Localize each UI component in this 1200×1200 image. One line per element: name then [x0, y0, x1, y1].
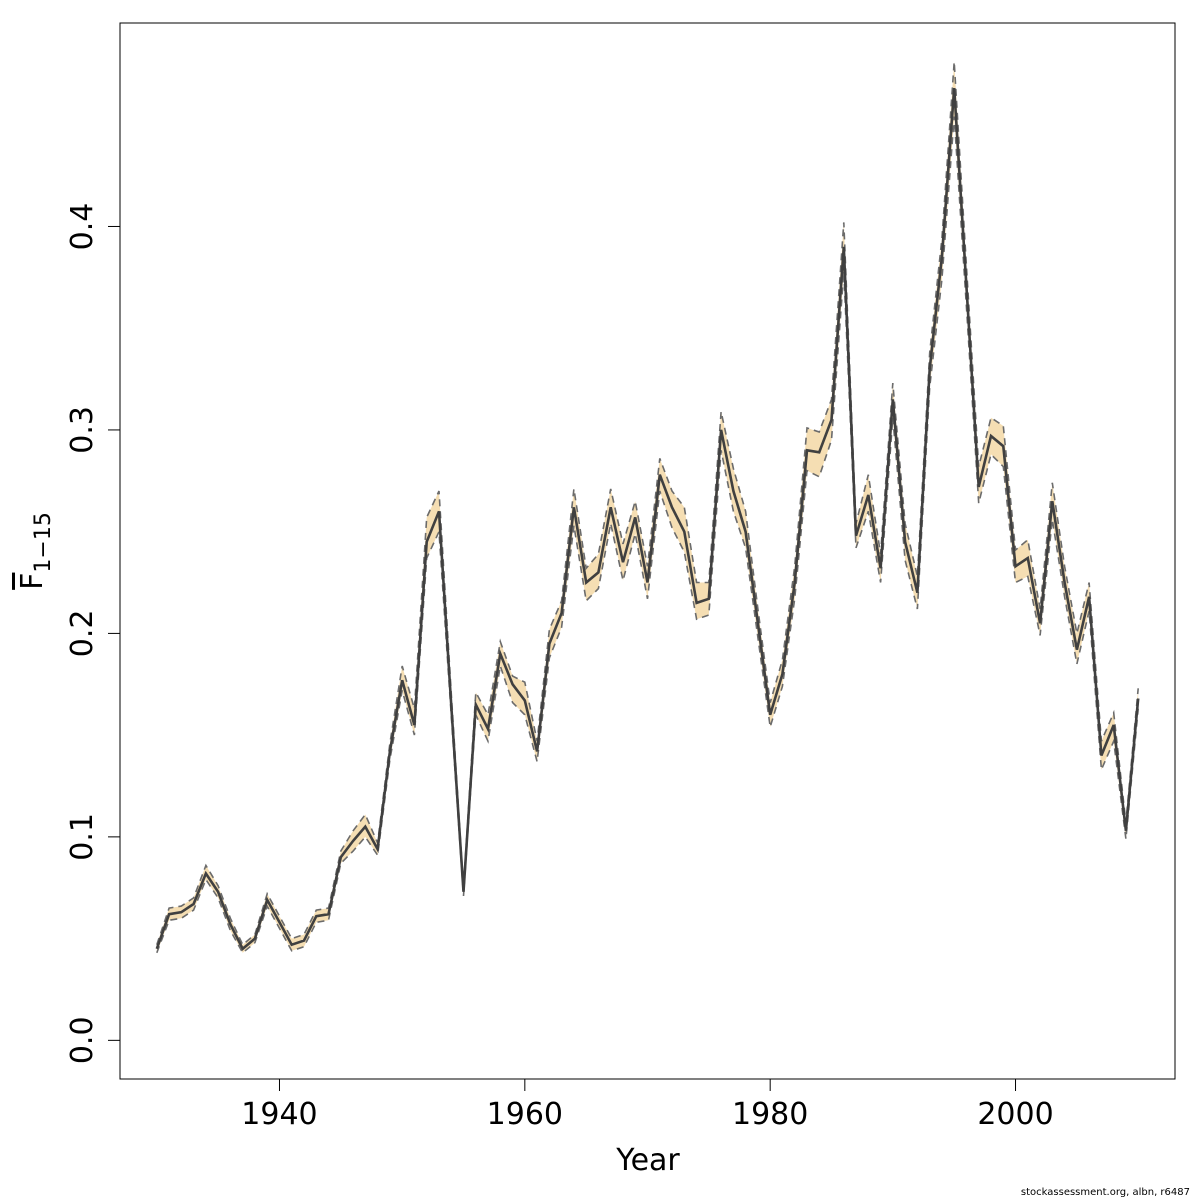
x-axis: 1940 1960 1980 2000	[241, 1078, 1054, 1132]
x-tick-label: 1940	[241, 1097, 317, 1132]
credit-text: stockassessment.org, albn, r6487	[1020, 1187, 1190, 1198]
y-axis-title: F1−15	[15, 512, 56, 590]
x-tick-label: 1980	[732, 1097, 808, 1132]
y-axis-title-main: F	[15, 573, 50, 590]
y-tick-label: 0.3	[65, 406, 100, 454]
x-tick-label: 2000	[977, 1097, 1053, 1132]
lower-bound-line	[156, 116, 1139, 955]
y-axis-title-group: F1−15	[15, 512, 56, 590]
y-axis-title-subscript: 1−15	[31, 512, 56, 572]
series-line	[155, 88, 1140, 951]
confidence-band	[156, 61, 1139, 953]
y-tick-label: 0.0	[65, 1016, 100, 1064]
x-axis-title: Year	[615, 1143, 680, 1178]
y-tick-label: 0.2	[65, 610, 100, 658]
y-axis: 0.0 0.1 0.2 0.3 0.4	[65, 203, 121, 1064]
upper-bound-line	[156, 61, 1139, 946]
x-tick-label: 1960	[487, 1097, 563, 1132]
y-tick-label: 0.4	[65, 203, 100, 251]
y-tick-label: 0.1	[65, 813, 100, 861]
